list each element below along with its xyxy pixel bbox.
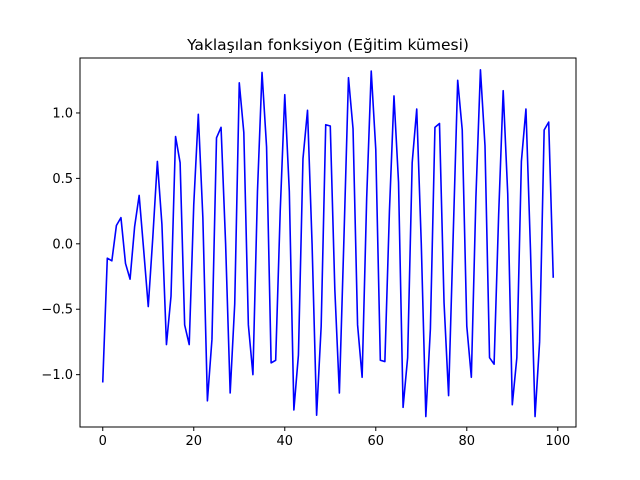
- x-tick-label: 60: [368, 434, 385, 449]
- y-tick-label: 0.0: [52, 237, 73, 252]
- x-tick-label: 20: [185, 434, 202, 449]
- y-tick-label: −1.0: [41, 368, 73, 383]
- plot-area: [101, 68, 555, 418]
- y-axis: −1.0 −0.5 0.0 0.5 1.0: [41, 106, 80, 383]
- y-tick-label: 0.5: [52, 172, 73, 187]
- x-tick-label: 40: [276, 434, 293, 449]
- x-tick-label: 0: [99, 434, 107, 449]
- chart-title: Yaklaşılan fonksiyon (Eğitim kümesi): [186, 36, 469, 54]
- y-tick-label: −0.5: [41, 303, 73, 318]
- y-tick-label: 1.0: [52, 106, 73, 121]
- axes-frame: [79, 57, 577, 428]
- x-axis: 0 20 40 60 80 100: [99, 427, 570, 449]
- x-tick-label: 100: [545, 434, 570, 449]
- x-tick-label: 80: [459, 434, 476, 449]
- series-line-0: [101, 68, 555, 418]
